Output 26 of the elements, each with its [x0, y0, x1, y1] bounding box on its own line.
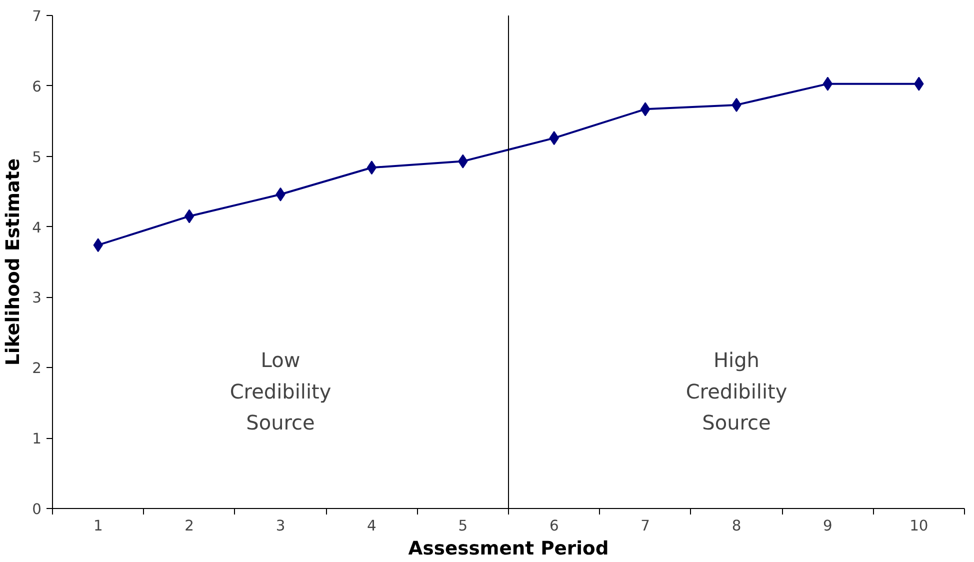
x-tick-label: 1 [93, 518, 103, 534]
y-tick-label: 7 [32, 8, 42, 25]
point [366, 160, 377, 175]
x-tick-label: 9 [823, 518, 832, 534]
x-tick-label: 6 [549, 518, 559, 534]
point [822, 76, 833, 91]
x-tick-label: 7 [640, 518, 650, 534]
annotation: Low Credibility Source [230, 348, 332, 435]
point [640, 102, 650, 116]
y-tick-label: 2 [32, 360, 42, 378]
y-axis-title: Likelihood Estimate [3, 158, 24, 366]
x-tick-label: 8 [732, 518, 742, 534]
y-tick-label: 3 [32, 290, 42, 307]
x-tick-label: 10 [910, 518, 928, 534]
y-tick-label: 1 [32, 430, 42, 448]
y-tick-label: 6 [32, 78, 42, 96]
x-tick-label: 5 [458, 518, 468, 534]
y-tick-label: 4 [32, 219, 42, 236]
annotation: High Credibility Source [686, 348, 788, 435]
x-axis-title: Assessment Period [408, 538, 609, 560]
x-tick-label: 3 [276, 518, 286, 534]
x-tick-label: 2 [184, 518, 194, 534]
y-tick-label: 5 [32, 148, 42, 166]
point [184, 209, 194, 224]
y-tick-label: 0 [32, 501, 42, 518]
x-tick-label: 4 [367, 518, 376, 534]
